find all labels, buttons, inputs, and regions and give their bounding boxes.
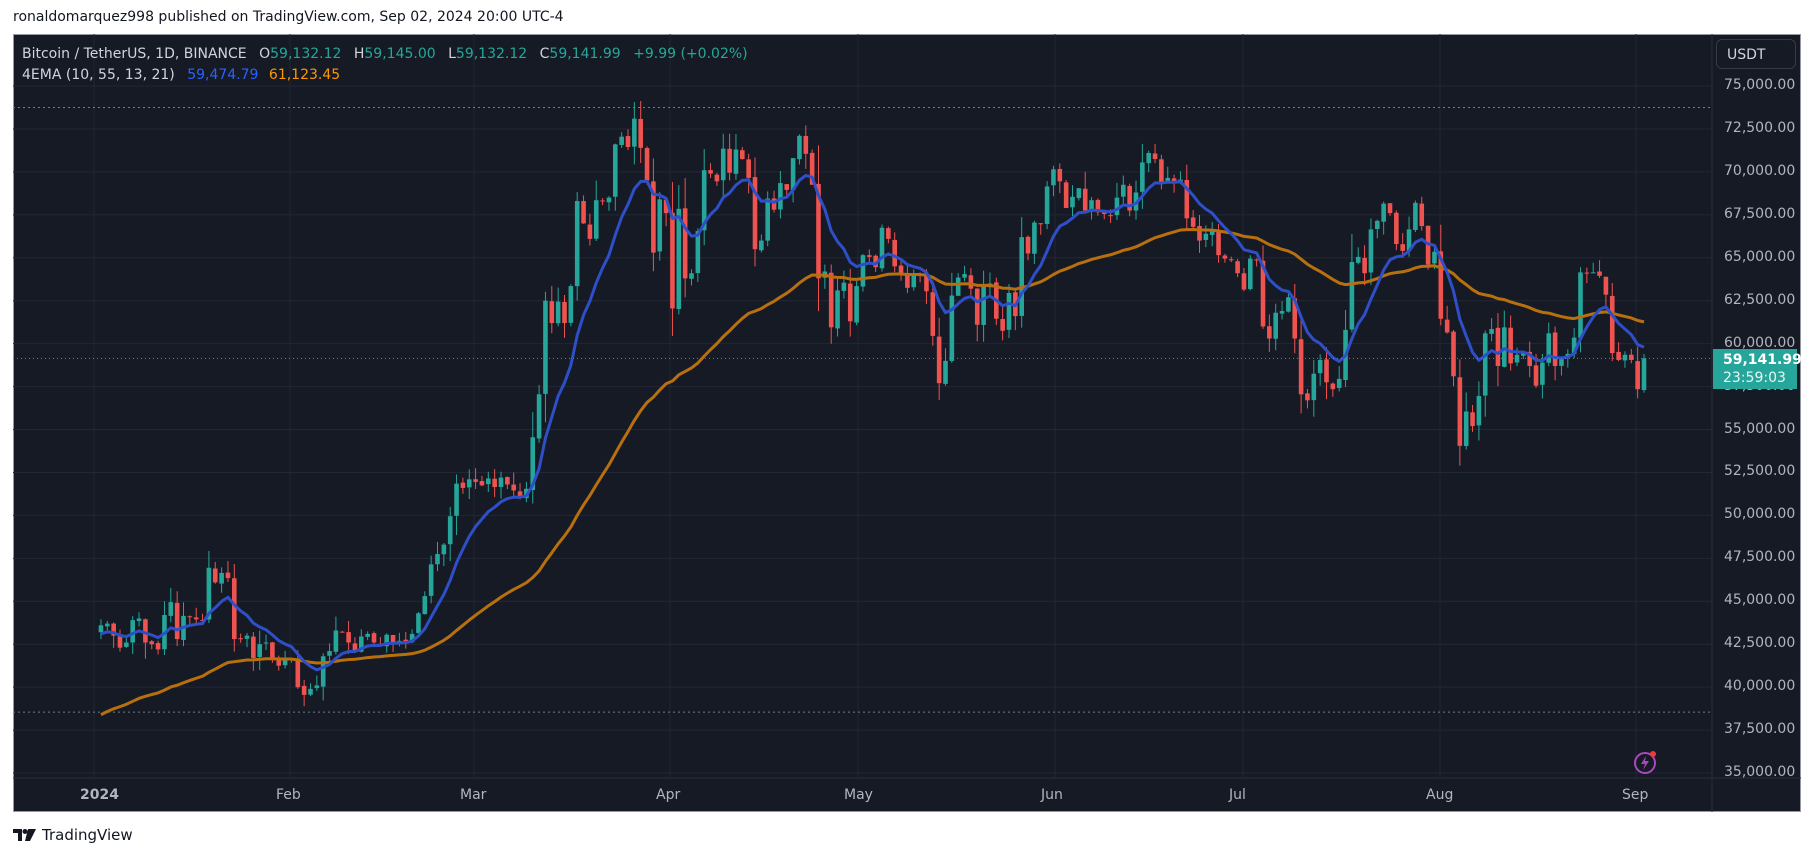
price-tick-label: 55,000.00 [1724, 420, 1796, 437]
time-tick-label: Jun [1041, 787, 1063, 803]
time-tick-label: May [844, 787, 873, 803]
close-value: 59,141.99 [549, 46, 621, 62]
price-tick-label: 37,500.00 [1724, 721, 1796, 738]
close-label: C [539, 46, 550, 62]
chart-frame[interactable] [13, 34, 1801, 812]
low-value: 59,132.12 [455, 46, 528, 62]
current-price-tag: 59,141.99 23:59:03 [1713, 349, 1802, 389]
symbol-row[interactable]: Bitcoin / TetherUS, 1D, BINANCE O59,132.… [22, 44, 748, 65]
price-tick-label: 42,500.00 [1724, 635, 1796, 652]
price-tick-label: 52,500.00 [1724, 463, 1796, 480]
high-value: 59,145.00 [364, 46, 436, 62]
price-tick-label: 45,000.00 [1724, 592, 1796, 609]
current-price: 59,141.99 [1723, 352, 1802, 368]
time-tick-label: Aug [1426, 787, 1454, 803]
ema-slow-value: 61,123.45 [268, 67, 341, 83]
price-tick-label: 75,000.00 [1724, 77, 1796, 93]
price-tick-label: 65,000.00 [1724, 248, 1796, 265]
price-tick-label: 72,500.00 [1724, 119, 1796, 136]
price-tick-label: 40,000.00 [1724, 678, 1796, 695]
currency-button[interactable]: USDT [1716, 39, 1796, 69]
change-value: +9.99 (+0.02%) [633, 46, 748, 62]
bar-countdown: 23:59:03 [1723, 370, 1786, 386]
indicator-row[interactable]: 4EMA (10, 55, 13, 21) 59,474.79 61,123.4… [22, 65, 748, 86]
publish-info: ronaldomarquez998 published on TradingVi… [13, 9, 564, 25]
price-tick-label: 35,000.00 [1724, 764, 1796, 781]
time-tick-label: 2024 [80, 787, 119, 803]
time-tick-label: Jul [1229, 787, 1246, 803]
chart-legend: Bitcoin / TetherUS, 1D, BINANCE O59,132.… [22, 44, 748, 86]
price-tick-label: 47,500.00 [1724, 549, 1796, 566]
price-tick-label: 50,000.00 [1724, 506, 1796, 523]
lightning-icon[interactable] [1633, 749, 1659, 775]
low-label: L [448, 46, 456, 62]
high-label: H [353, 46, 365, 62]
price-tick-label: 70,000.00 [1724, 162, 1796, 179]
time-tick-label: Apr [656, 787, 681, 803]
indicator-name[interactable]: 4EMA (10, 55, 13, 21) [22, 67, 175, 83]
time-tick-label: Sep [1622, 787, 1649, 803]
time-tick-label: Mar [460, 787, 487, 803]
price-tick-label: 60,000.00 [1724, 334, 1796, 351]
price-tick-label: 67,500.00 [1724, 205, 1796, 222]
tradingview-logo-icon [13, 829, 36, 841]
open-value: 59,132.12 [270, 46, 342, 62]
brand-name: TradingView [42, 826, 133, 844]
footer-brand[interactable]: TradingView [13, 826, 133, 844]
symbol-name[interactable]: Bitcoin / TetherUS, 1D, BINANCE [22, 46, 247, 62]
ema-fast-value: 59,474.79 [187, 67, 259, 83]
price-tick-label: 62,500.00 [1724, 291, 1796, 308]
time-tick-label: Feb [276, 787, 301, 803]
open-label: O [259, 46, 271, 62]
price-chart[interactable] [13, 34, 1801, 812]
